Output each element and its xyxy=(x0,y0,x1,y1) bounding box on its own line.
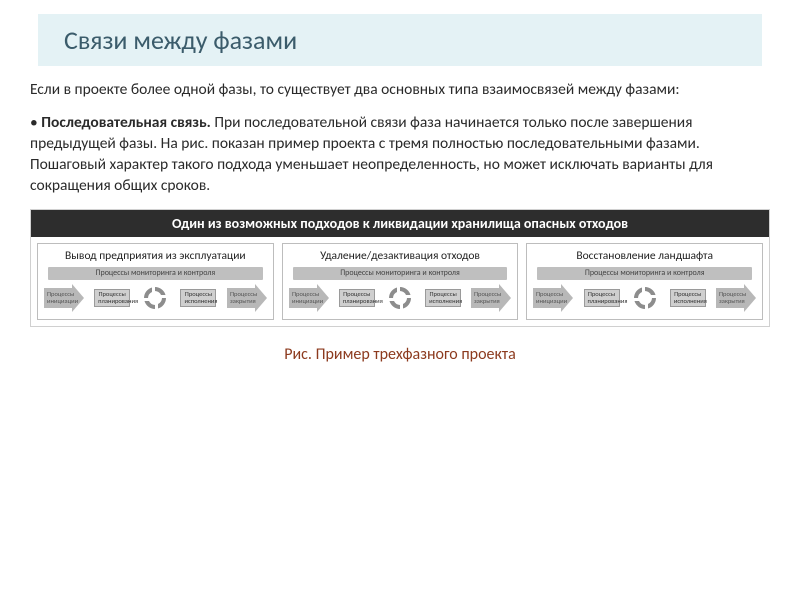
bullet-paragraph: • Последовательная связь. При последоват… xyxy=(30,113,770,197)
diagram-columns: Вывод предприятия из эксплуатации Процес… xyxy=(31,237,769,326)
box-plan-3: Процессыпланирования xyxy=(584,289,620,308)
body-text: Если в проекте более одной фазы, то суще… xyxy=(30,80,770,197)
diagram-title: Один из возможных подходов к ликвидации … xyxy=(31,210,769,237)
box-plan-1: Процессыпланирования xyxy=(94,289,130,308)
bullet-label: Последовательная связь. xyxy=(41,113,211,132)
cycle-icon-3 xyxy=(630,283,660,313)
phase-col-1: Вывод предприятия из эксплуатации Процес… xyxy=(37,243,274,320)
svg-text:инициации: инициации xyxy=(536,297,568,305)
process-row-1: Процессыинициации Процессыпланирования П… xyxy=(42,283,269,313)
cycle-icon-1 xyxy=(140,283,170,313)
arrow-init-1: Процессыинициации xyxy=(44,284,84,312)
svg-text:закрытия: закрытия xyxy=(230,297,256,305)
arrow-close-2: Процессызакрытия xyxy=(471,284,511,312)
box-exec-2: Процессыисполнения xyxy=(425,289,461,308)
svg-text:инициации: инициации xyxy=(47,297,79,305)
slide: Связи между фазами Если в проекте более … xyxy=(0,0,800,600)
box-plan-2: Процессыпланирования xyxy=(339,289,375,308)
monitor-bar-2: Процессы мониторинга и контроля xyxy=(293,267,508,280)
arrow-init-2: Процессыинициации xyxy=(289,284,329,312)
process-row-3: Процессыинициации Процессыпланирования П… xyxy=(531,283,758,313)
arrow-init-3: Процессыинициации xyxy=(533,284,573,312)
cycle-icon-2 xyxy=(385,283,415,313)
phase-title-2: Удаление/дезактивация отходов xyxy=(287,250,514,263)
phase-title-3: Восстановление ландшафта xyxy=(531,250,758,263)
monitor-bar-1: Процессы мониторинга и контроля xyxy=(48,267,263,280)
phase-col-2: Удаление/дезактивация отходов Процессы м… xyxy=(282,243,519,320)
svg-text:закрытия: закрытия xyxy=(719,297,745,305)
arrow-close-3: Процессызакрытия xyxy=(716,284,756,312)
box-exec-3: Процессыисполнения xyxy=(670,289,706,308)
phase-col-3: Восстановление ландшафта Процессы монито… xyxy=(526,243,763,320)
page-title: Связи между фазами xyxy=(64,24,736,56)
phase-title-1: Вывод предприятия из эксплуатации xyxy=(42,250,269,263)
monitor-bar-3: Процессы мониторинга и контроля xyxy=(537,267,752,280)
svg-text:инициации: инициации xyxy=(292,297,324,305)
title-bar: Связи между фазами xyxy=(38,14,762,66)
svg-text:закрытия: закрытия xyxy=(474,297,500,305)
box-exec-1: Процессыисполнения xyxy=(180,289,216,308)
process-row-2: Процессыинициации Процессыпланирования П… xyxy=(287,283,514,313)
arrow-close-1: Процессызакрытия xyxy=(227,284,267,312)
figure-caption: Рис. Пример трехфазного проекта xyxy=(30,345,770,364)
diagram: Один из возможных подходов к ликвидации … xyxy=(30,209,770,327)
intro-paragraph: Если в проекте более одной фазы, то суще… xyxy=(30,80,770,101)
